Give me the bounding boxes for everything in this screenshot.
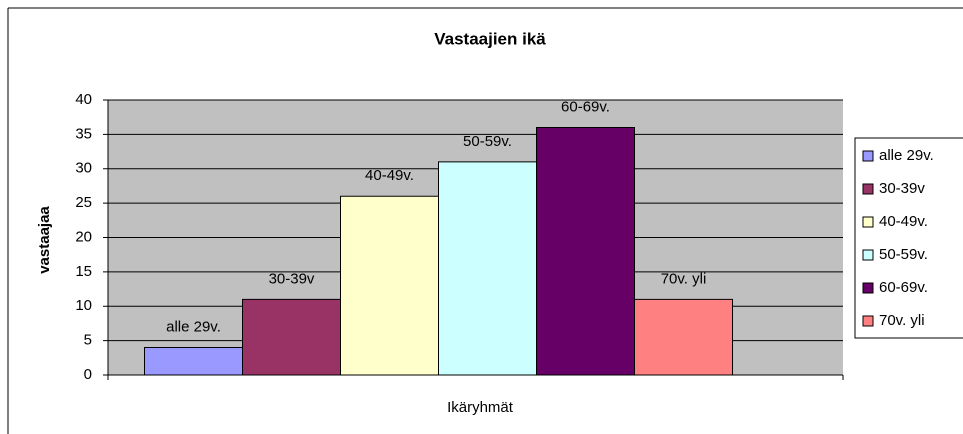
chart-title: Vastaajien ikä	[434, 29, 546, 48]
legend-label: 50-59v.	[879, 246, 928, 263]
legend-label: 70v. yli	[879, 312, 925, 329]
y-tick-label: 0	[84, 366, 92, 383]
legend-swatch	[862, 249, 874, 261]
legend-swatch	[862, 282, 874, 294]
y-tick-label: 25	[75, 194, 92, 211]
legend-label: 40-49v.	[879, 213, 928, 230]
y-tick-label: 40	[75, 91, 92, 108]
legend-swatch	[862, 216, 874, 228]
data-label: 60-69v.	[561, 98, 610, 115]
legend-swatch	[862, 183, 874, 195]
legend-label: alle 29v.	[879, 147, 934, 164]
bar	[634, 298, 733, 376]
y-tick-label: 15	[75, 263, 92, 280]
x-axis-label: Ikäryhmät	[447, 399, 514, 416]
legend-swatch	[862, 315, 874, 327]
bar	[144, 347, 243, 376]
y-tick-label: 5	[84, 332, 92, 349]
y-tick-label: 30	[75, 160, 92, 177]
y-tick-label: 10	[75, 297, 92, 314]
legend-label: 30-39v	[879, 180, 925, 197]
data-label: 30-39v	[269, 270, 315, 287]
data-label: alle 29v.	[166, 318, 221, 335]
bar	[536, 127, 635, 376]
bar	[340, 195, 439, 376]
legend	[854, 137, 963, 339]
y-axis-label: vastaajaa	[36, 206, 53, 274]
data-label: 40-49v.	[365, 167, 414, 184]
bar	[438, 161, 537, 376]
y-tick-label: 35	[75, 125, 92, 142]
bar	[242, 298, 341, 376]
legend-label: 60-69v.	[879, 279, 928, 296]
legend-swatch	[862, 150, 874, 162]
data-label: 70v. yli	[661, 270, 707, 287]
data-label: 50-59v.	[463, 133, 512, 150]
y-tick-label: 20	[75, 228, 92, 245]
